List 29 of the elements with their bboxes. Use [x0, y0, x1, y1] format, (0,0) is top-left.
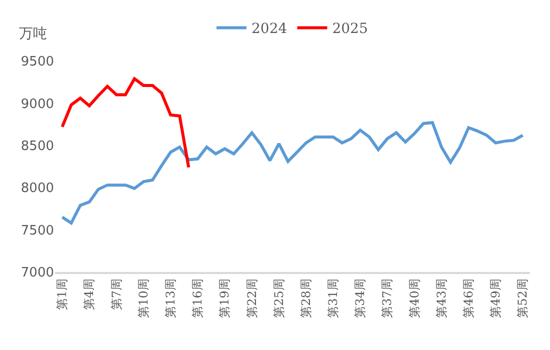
- x-tick-label: 第4周: [82, 278, 96, 310]
- x-tick-label: 第13周: [163, 278, 178, 318]
- x-tick-label: 第16周: [190, 278, 205, 318]
- y-tick-label: 8000: [20, 181, 54, 196]
- legend-label: 2024: [252, 21, 288, 38]
- y-tick-label: 7500: [20, 223, 54, 238]
- x-tick-label: 第37周: [380, 278, 394, 318]
- x-tick-label: 第52周: [516, 278, 530, 318]
- line-series: [60, 77, 190, 169]
- x-tick-label: 第10周: [136, 278, 150, 318]
- x-tick-label: 第25周: [272, 278, 286, 318]
- x-tick-label: 第1周: [55, 278, 70, 310]
- x-tick-label: 第43周: [434, 278, 448, 318]
- line-series: [60, 121, 524, 225]
- y-tick-label: 9500: [20, 54, 54, 70]
- x-tick-label: 第19周: [218, 278, 232, 318]
- y-tick-label: 9000: [20, 96, 54, 112]
- x-tick-label: 第49周: [488, 278, 503, 318]
- x-tick-label: 第22周: [244, 278, 259, 318]
- y-tick-label: 7000: [20, 266, 54, 281]
- legend-label: 2025: [332, 21, 368, 38]
- x-tick-label: 第40周: [407, 278, 422, 318]
- x-tick-label: 第31周: [326, 278, 340, 318]
- x-tick-label: 第46周: [461, 278, 476, 318]
- x-tick-label: 第34周: [353, 278, 368, 318]
- x-tick-label: 第28周: [298, 278, 313, 318]
- y-tick-label: 8500: [20, 138, 54, 154]
- x-tick-label: 第7周: [109, 278, 124, 310]
- y-axis-title: 万吨: [19, 26, 47, 42]
